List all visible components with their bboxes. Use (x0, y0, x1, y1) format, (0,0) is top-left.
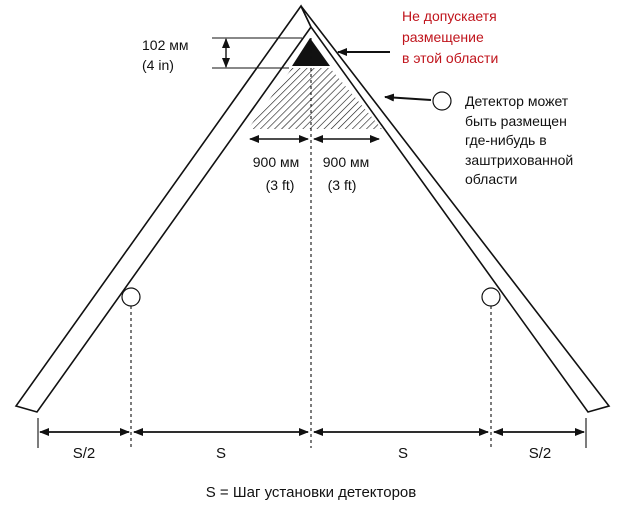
allowed-label-5: области (465, 171, 517, 187)
top-gap-dimension (212, 37, 302, 69)
allowed-hatched-zone (248, 68, 382, 129)
spacing-left-label: S (216, 445, 226, 462)
roof-outline (14, 4, 611, 413)
allowed-label-3: где-нибудь в (465, 132, 547, 148)
allowed-label-4: заштрихованной (465, 152, 573, 168)
half-spacing-left-label: S/2 (73, 445, 96, 462)
spacing-right-label: S (398, 445, 408, 462)
no-placement-label-1: Не допускаетя (402, 8, 497, 24)
spacing-legend: S = Шаг установки детекторов (206, 484, 417, 501)
half-spacing-right-label: S/2 (529, 445, 552, 462)
no-placement-label-3: в этой области (402, 50, 498, 66)
left-zone-metric-label: 900 мм (253, 154, 300, 170)
left-zone-imperial-label: (3 ft) (266, 177, 295, 193)
roof-right-slope (300, 5, 611, 413)
circle-detector-icon (432, 91, 452, 111)
allowed-label-1: Детектор может (465, 93, 569, 109)
top-gap-imperial-label: (4 in) (142, 57, 174, 73)
top-gap-metric-label: 102 мм (142, 37, 189, 53)
left-arrow-icon (384, 93, 432, 102)
circle-detector-icon (121, 287, 141, 307)
right-zone-imperial-label: (3 ft) (328, 177, 357, 193)
allowed-label-2: быть размещен (465, 113, 567, 129)
right-zone-metric-label: 900 мм (323, 154, 370, 170)
no-placement-label-2: размещение (402, 29, 484, 45)
circle-detector-icon (481, 287, 501, 307)
